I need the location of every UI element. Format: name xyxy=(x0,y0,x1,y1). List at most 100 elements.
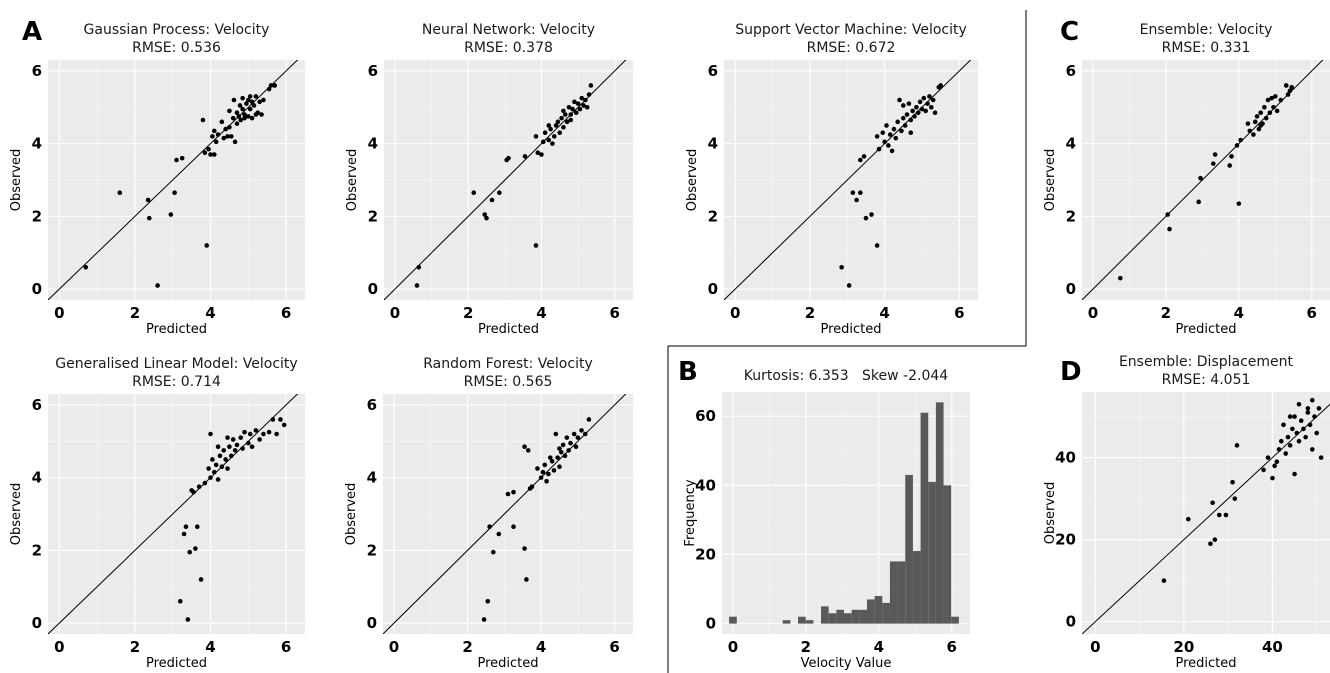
data-point xyxy=(863,215,869,221)
data-point xyxy=(266,86,272,92)
data-point xyxy=(1258,110,1264,116)
data-point xyxy=(1261,467,1266,473)
x-tick-label: 2 xyxy=(130,304,140,322)
data-point xyxy=(281,422,287,428)
chart-title: Generalised Linear Model: Velocity xyxy=(55,356,297,372)
data-point xyxy=(557,130,563,136)
data-point xyxy=(484,215,489,221)
data-point xyxy=(522,546,527,551)
data-point xyxy=(586,92,592,97)
data-point xyxy=(1269,95,1274,101)
y-tick-label: 6 xyxy=(708,62,718,80)
histogram-bar xyxy=(951,616,959,624)
data-point xyxy=(915,110,921,116)
x-tick-label: 4 xyxy=(536,638,546,656)
chart-title: Ensemble: Velocity xyxy=(1140,22,1273,38)
identity-line xyxy=(1082,403,1330,634)
data-point xyxy=(908,130,914,136)
data-point xyxy=(1301,426,1306,432)
data-point xyxy=(1283,83,1289,88)
data-point xyxy=(582,431,588,437)
data-point xyxy=(225,466,230,471)
data-point xyxy=(533,243,539,248)
data-point xyxy=(206,146,211,152)
chart-title: Random Forest: Velocity xyxy=(423,356,592,372)
data-point xyxy=(1289,84,1295,90)
plot-marks xyxy=(1082,397,1330,634)
data-point xyxy=(524,577,529,582)
data-point xyxy=(560,442,566,448)
data-point xyxy=(231,97,237,103)
data-point xyxy=(487,524,492,530)
data-point xyxy=(1285,92,1291,97)
data-point xyxy=(1305,410,1311,415)
data-point xyxy=(208,475,213,480)
chart-subtitle: RMSE: 0.331 xyxy=(1162,40,1251,56)
x-axis-label: Predicted xyxy=(820,322,881,337)
data-point xyxy=(1165,212,1171,217)
data-point xyxy=(219,119,225,125)
data-point xyxy=(874,243,880,248)
x-tick-label: 6 xyxy=(609,304,619,322)
data-point xyxy=(583,97,588,103)
data-point xyxy=(1290,426,1295,432)
data-point xyxy=(910,108,915,114)
plot-marks xyxy=(729,402,959,624)
data-point xyxy=(1251,132,1256,137)
data-point xyxy=(1287,88,1293,94)
data-point xyxy=(1210,500,1215,506)
data-point xyxy=(1278,97,1284,103)
data-point xyxy=(839,264,844,270)
data-point xyxy=(1276,447,1282,452)
data-point xyxy=(1167,226,1172,232)
data-point xyxy=(1309,447,1315,452)
data-point xyxy=(1307,422,1313,428)
x-tick-label: 20 xyxy=(1173,638,1194,656)
data-point xyxy=(1229,154,1234,159)
data-point xyxy=(566,104,572,110)
data-point xyxy=(529,484,535,490)
y-axis-label: Observed xyxy=(344,483,359,546)
data-point xyxy=(568,440,573,446)
data-point xyxy=(257,437,262,442)
y-tick-label: 2 xyxy=(32,541,42,559)
x-tick-label: 6 xyxy=(281,638,291,656)
y-axis-label: Observed xyxy=(9,483,24,546)
data-point xyxy=(211,152,217,157)
data-point xyxy=(889,148,895,154)
histogram-bar xyxy=(843,613,852,624)
data-point xyxy=(247,431,253,437)
x-tick-label: 2 xyxy=(462,638,472,656)
y-tick-label: 20 xyxy=(1055,531,1076,549)
chart-glm: 0 2 4 6 0 2 4 6 Predicted Observed Generalised Lin… xyxy=(9,356,305,671)
data-point xyxy=(266,429,272,435)
x-axis-label: Predicted xyxy=(146,322,207,337)
data-point xyxy=(278,417,283,422)
data-point xyxy=(215,444,221,450)
x-tick-label: 0 xyxy=(1088,304,1098,322)
y-tick-label: 60 xyxy=(695,407,716,425)
data-point xyxy=(1274,108,1280,114)
data-point xyxy=(210,134,215,139)
x-axis-label: Predicted xyxy=(477,656,538,671)
data-point xyxy=(861,154,867,159)
data-point xyxy=(242,112,247,117)
data-point xyxy=(932,110,938,116)
data-point xyxy=(1185,516,1191,522)
data-point xyxy=(236,114,242,119)
histogram-bar xyxy=(889,561,898,624)
y-tick-label: 4 xyxy=(32,135,42,153)
y-tick-label: 2 xyxy=(1066,207,1076,225)
data-point xyxy=(208,152,213,157)
data-point xyxy=(584,104,590,110)
data-point xyxy=(550,141,555,146)
data-point xyxy=(1272,94,1278,99)
data-point xyxy=(925,101,930,106)
data-point xyxy=(200,117,206,123)
y-tick-label: 0 xyxy=(1066,280,1076,298)
y-tick-label: 6 xyxy=(368,62,378,80)
data-point xyxy=(204,243,210,248)
x-tick-label: 4 xyxy=(874,638,884,656)
